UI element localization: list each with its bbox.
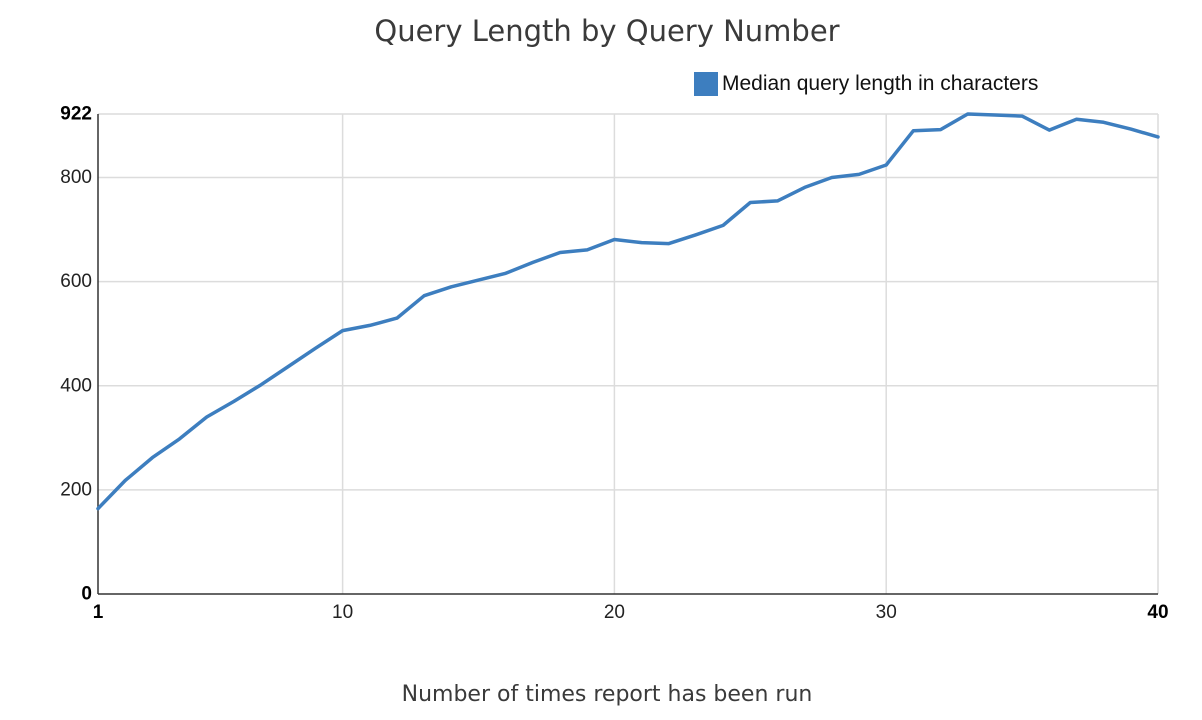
chart-title: Query Length by Query Number [374,14,840,48]
y-tick-label: 400 [60,375,92,396]
x-tick-label: 20 [604,602,625,623]
series-line [96,112,1160,511]
legend-label: Median query length in characters [722,72,1039,95]
x-tick-label: 1 [93,602,104,623]
y-tick-label: 0 [81,584,92,605]
legend: Median query length in characters [694,71,1038,97]
y-tick-label: 200 [60,479,92,500]
x-tick-label: 30 [876,602,897,623]
x-tick-label: 40 [1147,602,1168,623]
y-tick-label: 600 [60,271,92,292]
x-tick-label: 10 [332,602,353,623]
y-tick-label: 800 [60,167,92,188]
x-axis-title: Number of times report has been run [401,682,813,707]
y-tick-label: 922 [60,104,92,125]
legend-swatch [694,72,718,96]
